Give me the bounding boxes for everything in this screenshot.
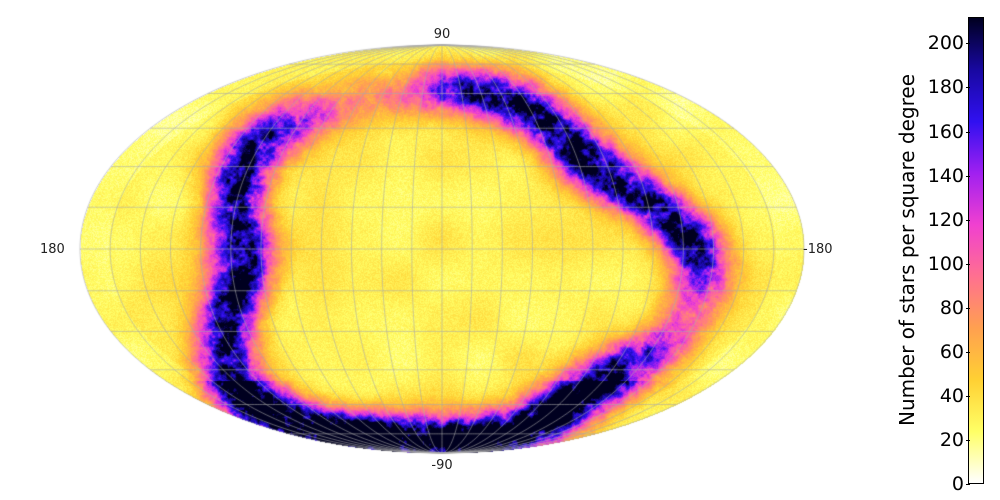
colorbar-title: Number of stars per square degree	[895, 73, 919, 427]
longitude-label-left: 180	[40, 242, 65, 257]
latitude-label-bottom: -90	[431, 458, 453, 473]
longitude-label-right: -180	[803, 242, 833, 257]
latitude-label-top: 90	[433, 27, 451, 42]
colorbar	[968, 17, 984, 484]
